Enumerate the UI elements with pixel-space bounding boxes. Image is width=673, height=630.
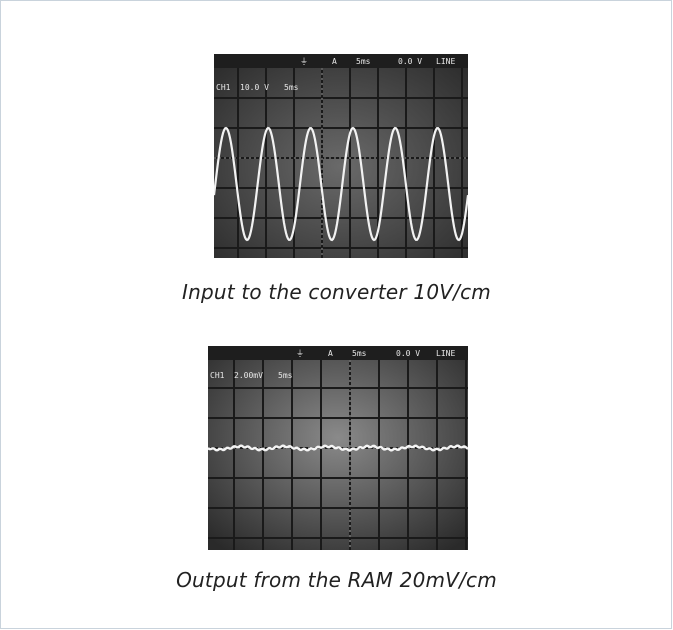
osd-scale: 2.00mV	[234, 371, 263, 380]
caption-output: Output from the RAM 20mV/cm	[176, 568, 497, 592]
osd-channel-timebase: 5ms	[278, 371, 293, 380]
osd-channel: CH1	[216, 83, 231, 92]
trigger-icon: ⏚	[296, 349, 304, 358]
oscilloscope-screen-output: ⏚ A 5ms 0.0 V LINE CH1 2.00mV 5ms	[208, 346, 468, 550]
waveform-trace	[208, 444, 468, 452]
osd-level: 0.0 V	[398, 57, 422, 66]
osd-source: LINE	[436, 349, 455, 358]
waveform-trace	[214, 126, 468, 242]
osd-level: 0.0 V	[396, 349, 420, 358]
osd-trigger: A	[328, 349, 333, 358]
trigger-icon: ⏚	[300, 57, 308, 66]
osd-source: LINE	[436, 57, 455, 66]
osd-timebase: 5ms	[352, 349, 367, 358]
osd-trigger: A	[332, 57, 337, 66]
caption-input: Input to the converter 10V/cm	[182, 280, 491, 304]
osd-timebase: 5ms	[356, 57, 371, 66]
oscilloscope-screen-input: ⏚ A 5ms 0.0 V LINE CH1 10.0 V 5ms	[214, 54, 468, 258]
osd-channel: CH1	[210, 371, 225, 380]
osd-channel-timebase: 5ms	[284, 83, 299, 92]
osd-scale: 10.0 V	[240, 83, 269, 92]
